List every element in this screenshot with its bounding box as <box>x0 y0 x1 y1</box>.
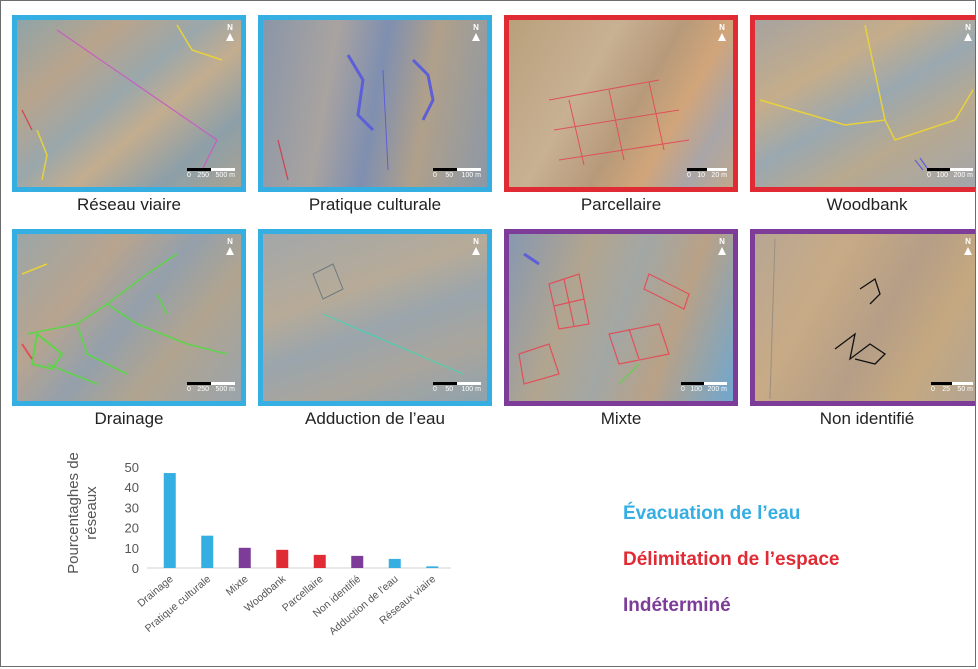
lidar-map-image <box>755 234 975 401</box>
y-tick-label: 10 <box>125 541 139 556</box>
x-tick-label: Adduction de l'eau <box>327 573 401 638</box>
panel-reseau-viaire: N 0 250 500 m <box>12 15 246 192</box>
y-tick-label: 30 <box>125 500 139 515</box>
scale-bar: 0 100 200 m <box>681 382 727 396</box>
lidar-map-image <box>17 234 241 401</box>
bar <box>351 555 364 568</box>
network-overlay <box>518 252 690 385</box>
north-arrow-icon: N <box>717 24 727 41</box>
bar <box>426 566 439 568</box>
lidar-map-image <box>755 20 975 187</box>
scale-bar: 0 25 50 m <box>931 382 973 396</box>
y-axis-label: Pourcentaghes de <box>65 452 82 574</box>
network-overlay <box>21 253 228 385</box>
network-overlay <box>759 24 974 171</box>
lidar-map-image <box>263 20 487 187</box>
scale-bar: 0 250 500 m <box>187 382 235 396</box>
network-overlay <box>21 24 223 181</box>
north-arrow-icon: N <box>963 24 973 41</box>
caption-adduction: Adduction de l’eau <box>305 409 445 428</box>
panel-non-identifie: N 0 25 50 m <box>750 229 975 406</box>
y-tick-label: 40 <box>125 480 139 495</box>
x-tick-label: Mixte <box>224 573 251 598</box>
caption-parcellaire: Parcellaire <box>580 195 662 214</box>
scale-bar: 0 100 200 m <box>927 168 973 182</box>
north-arrow-icon: N <box>225 24 235 41</box>
y-tick-label: 0 <box>132 561 139 576</box>
panel-mixte: N 0 100 200 m <box>504 229 738 406</box>
bar <box>388 558 401 568</box>
network-overlay <box>312 263 464 375</box>
scale-bar: 0 50 100 m <box>433 382 481 396</box>
network-overlay <box>277 54 435 181</box>
y-tick-label: 50 <box>125 460 139 475</box>
north-arrow-icon: N <box>963 238 973 255</box>
scale-bar: 0 50 100 m <box>433 168 481 182</box>
panel-adduction: N 0 50 100 m <box>258 229 492 406</box>
north-arrow-icon: N <box>225 238 235 255</box>
scale-bar: 0 250 500 m <box>187 168 235 182</box>
bar <box>276 549 289 568</box>
bar <box>313 554 326 568</box>
bar <box>163 473 176 568</box>
bar <box>238 547 251 568</box>
lidar-map-image <box>263 234 487 401</box>
caption-pratique-culturale: Pratique culturale <box>308 195 442 214</box>
panel-drainage: N 0 250 500 m <box>12 229 246 406</box>
legend-evacuation: Évacuation de l’eau <box>623 503 801 524</box>
north-arrow-icon: N <box>471 238 481 255</box>
x-tick-label: Pratique culturale <box>143 573 213 635</box>
north-arrow-icon: N <box>471 24 481 41</box>
lidar-map-image <box>509 20 733 187</box>
y-tick-label: 20 <box>125 521 139 536</box>
caption-woodbank: Woodbank <box>826 195 908 214</box>
caption-mixte: Mixte <box>600 409 642 428</box>
caption-non-identifie: Non identifié <box>819 409 915 428</box>
panel-pratique-culturale: N 0 50 100 m <box>258 15 492 192</box>
panel-parcellaire: N 0 10 20 m <box>504 15 738 192</box>
lidar-map-image <box>509 234 733 401</box>
scale-bar: 0 10 20 m <box>687 168 727 182</box>
lidar-map-image <box>17 20 241 187</box>
y-axis-label: réseaux <box>83 486 100 540</box>
panel-woodbank: N 0 100 200 m <box>750 15 975 192</box>
legend-indetermine: Indéterminé <box>623 595 731 616</box>
network-overlay <box>769 238 887 400</box>
caption-drainage: Drainage <box>94 409 164 428</box>
legend-delimitation: Délimitation de l’espace <box>623 549 840 570</box>
north-arrow-icon: N <box>717 238 727 255</box>
caption-reseau-viaire: Réseau viaire <box>77 195 181 214</box>
network-overlay <box>548 79 690 166</box>
bar <box>201 535 214 568</box>
